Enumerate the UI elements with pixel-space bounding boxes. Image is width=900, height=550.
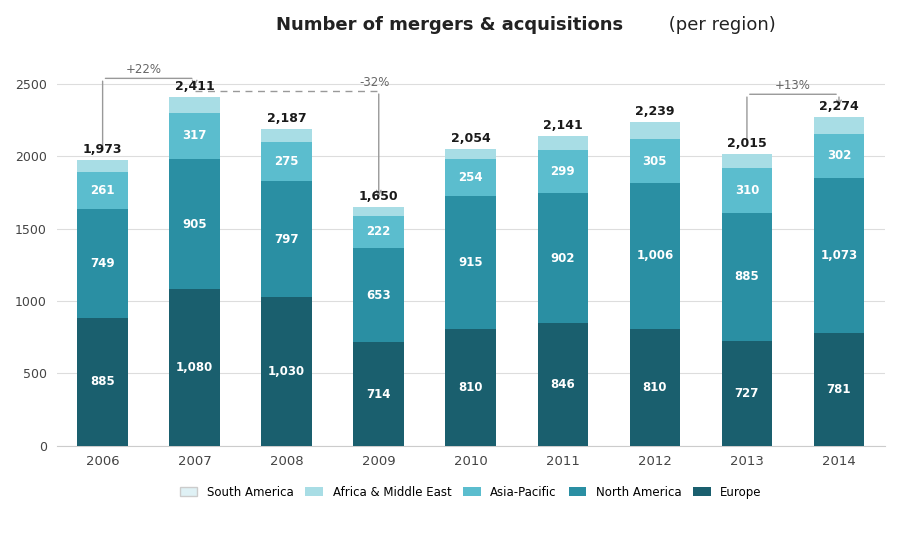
Text: 714: 714 <box>366 388 391 400</box>
Bar <box>261 182 312 296</box>
Bar <box>354 207 404 216</box>
Text: +13%: +13% <box>775 79 811 92</box>
Bar <box>722 168 772 212</box>
Legend: South America, Africa & Middle East, Asia-Pacific, North America, Europe: South America, Africa & Middle East, Asi… <box>175 481 767 503</box>
Text: 797: 797 <box>274 233 299 246</box>
Bar <box>354 216 404 248</box>
Bar <box>446 196 496 328</box>
Text: 222: 222 <box>366 226 391 239</box>
Text: Number of mergers & acquisitions: Number of mergers & acquisitions <box>276 16 624 35</box>
Bar <box>77 210 128 318</box>
Bar <box>169 289 220 446</box>
Text: 727: 727 <box>734 387 759 400</box>
Bar <box>261 142 312 182</box>
Bar <box>722 155 772 168</box>
Text: 810: 810 <box>458 381 483 394</box>
Text: 810: 810 <box>643 381 667 394</box>
Text: 1,030: 1,030 <box>268 365 305 378</box>
Bar <box>77 318 128 446</box>
Bar <box>169 113 220 158</box>
Bar <box>446 148 496 159</box>
Bar <box>77 172 128 210</box>
Bar <box>446 328 496 446</box>
Text: 885: 885 <box>734 270 760 283</box>
Text: 302: 302 <box>827 149 851 162</box>
Bar <box>77 161 128 172</box>
Text: (per region): (per region) <box>663 16 776 35</box>
Bar <box>446 160 496 196</box>
Text: 905: 905 <box>183 218 207 230</box>
Text: 2,239: 2,239 <box>635 105 675 118</box>
Bar <box>814 117 864 134</box>
Text: 885: 885 <box>90 375 115 388</box>
Text: 254: 254 <box>458 172 483 184</box>
Bar <box>354 248 404 343</box>
Text: 2,054: 2,054 <box>451 131 490 145</box>
Text: +22%: +22% <box>126 63 162 76</box>
Text: 275: 275 <box>274 155 299 168</box>
Text: 2,411: 2,411 <box>175 80 214 93</box>
Bar <box>722 212 772 340</box>
Text: 299: 299 <box>551 165 575 178</box>
Bar <box>814 178 864 333</box>
Text: 653: 653 <box>366 289 392 302</box>
Text: 310: 310 <box>734 184 759 197</box>
Text: 261: 261 <box>90 184 115 197</box>
Bar <box>722 340 772 446</box>
Bar <box>537 323 589 446</box>
Text: 1,650: 1,650 <box>359 190 399 203</box>
Text: 902: 902 <box>551 251 575 265</box>
Text: 305: 305 <box>643 155 667 168</box>
Text: -32%: -32% <box>359 76 390 89</box>
Bar <box>537 136 589 150</box>
Text: 781: 781 <box>827 383 851 395</box>
Bar <box>630 122 680 139</box>
Text: 2,141: 2,141 <box>543 119 582 132</box>
Bar <box>630 328 680 446</box>
Bar <box>814 333 864 446</box>
Text: 749: 749 <box>90 257 115 270</box>
Bar <box>261 296 312 446</box>
Bar <box>169 97 220 113</box>
Bar <box>354 343 404 446</box>
Bar <box>814 134 864 178</box>
Bar <box>630 183 680 328</box>
Text: 2,015: 2,015 <box>727 138 767 150</box>
Bar <box>261 129 312 142</box>
Bar <box>537 193 589 323</box>
Text: 2,274: 2,274 <box>819 100 859 113</box>
Bar <box>169 158 220 289</box>
Bar <box>537 150 589 193</box>
Text: 1,073: 1,073 <box>821 249 858 262</box>
Text: 1,973: 1,973 <box>83 144 122 156</box>
Text: 317: 317 <box>183 129 207 142</box>
Text: 2,187: 2,187 <box>267 112 307 125</box>
Text: 915: 915 <box>458 256 483 269</box>
Text: 1,006: 1,006 <box>636 249 673 262</box>
Text: 846: 846 <box>551 378 575 391</box>
Bar <box>630 139 680 183</box>
Text: 1,080: 1,080 <box>176 361 213 374</box>
